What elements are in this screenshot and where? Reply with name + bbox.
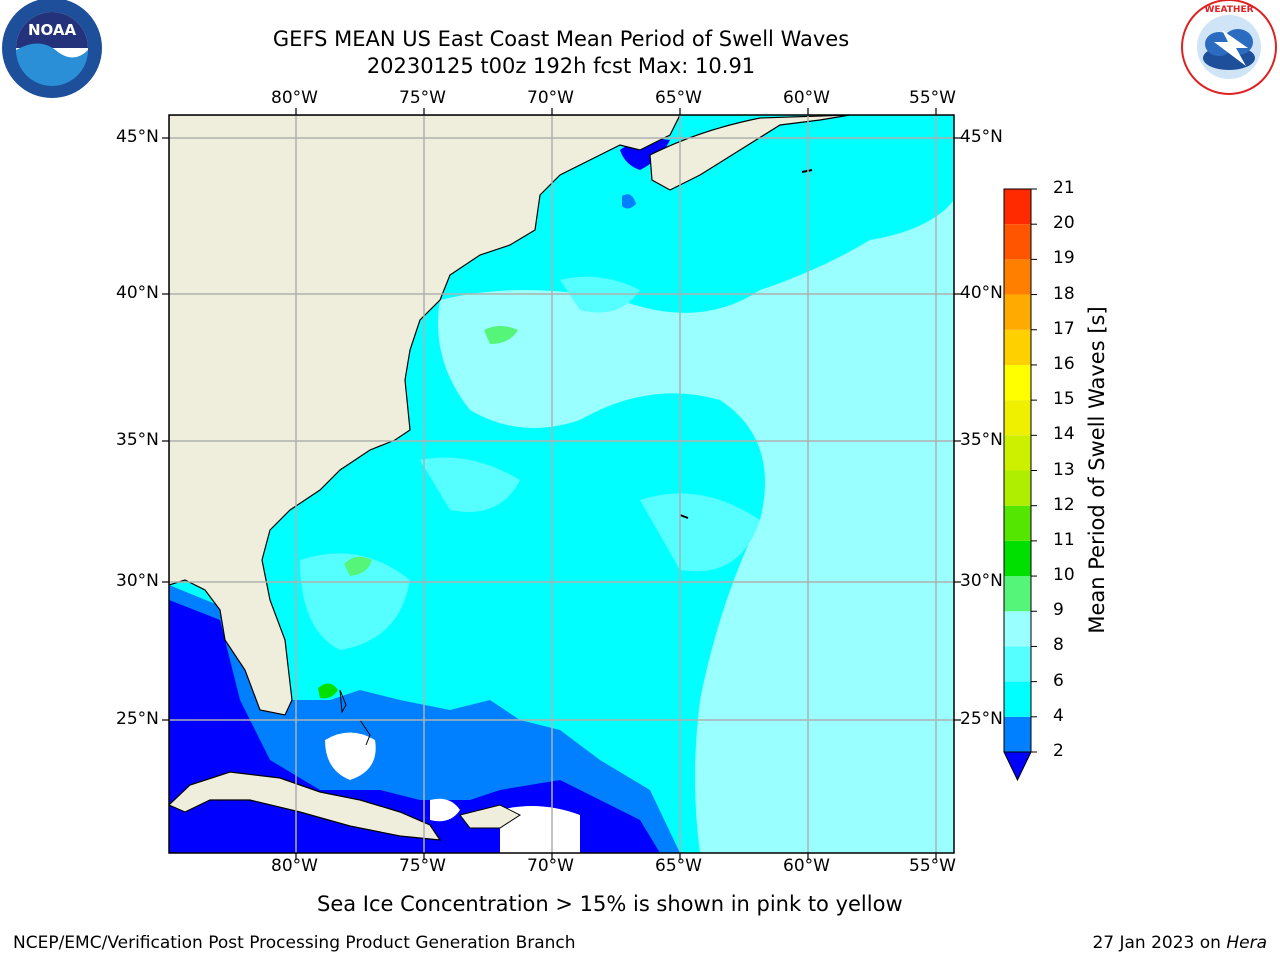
colorbar [1003, 188, 1037, 782]
svg-text:WEATHER: WEATHER [1204, 5, 1253, 15]
colorbar-tick-label: 15 [1053, 389, 1075, 410]
colorbar-tick-label: 4 [1053, 705, 1064, 726]
lat-label-left: 30°N [116, 571, 159, 591]
map-area [169, 115, 954, 853]
colorbar-segment [1004, 294, 1031, 330]
lon-label-top: 75°W [399, 88, 446, 108]
colorbar-tick-label: 19 [1053, 248, 1075, 269]
colorbar-segment [1004, 576, 1031, 612]
lat-label-left: 40°N [116, 283, 159, 303]
lat-label-left: 25°N [116, 709, 159, 729]
lon-label-bottom: 80°W [271, 856, 318, 876]
colorbar-tick-label: 11 [1053, 529, 1075, 550]
footer-date: 27 Jan 2023 on Hera [1092, 933, 1267, 953]
colorbar-tick-label: 16 [1053, 353, 1075, 374]
lat-label-right: 35°N [960, 430, 1003, 450]
footer-credit: NCEP/EMC/Verification Post Processing Pr… [13, 933, 576, 953]
lat-label-right: 40°N [960, 283, 1003, 303]
colorbar-extend-arrow [1003, 751, 1032, 782]
colorbar-tick-label: 9 [1053, 600, 1064, 621]
lon-label-top: 80°W [271, 88, 318, 108]
colorbar-tick-label: 14 [1053, 424, 1075, 445]
colorbar-tick-label: 20 [1053, 213, 1075, 234]
lon-label-bottom: 65°W [655, 856, 702, 876]
colorbar-segment [1004, 611, 1031, 647]
footer-host: Hera [1226, 933, 1267, 953]
axis-ticks [162, 108, 961, 860]
colorbar-segment [1004, 681, 1031, 717]
colorbar-segment [1004, 400, 1031, 436]
lon-label-bottom: 70°W [527, 856, 574, 876]
footer-date-text: 27 Jan 2023 on [1092, 933, 1221, 953]
lon-label-top: 55°W [909, 88, 956, 108]
map-frame [168, 114, 955, 854]
lon-label-top: 60°W [783, 88, 830, 108]
colorbar-segment [1004, 189, 1031, 225]
noaa-logo: NOAA [2, 0, 102, 98]
colorbar-segment [1004, 364, 1031, 401]
colorbar-segment [1004, 470, 1031, 506]
colorbar-tick-label: 13 [1053, 459, 1075, 480]
colorbar-tick-label: 8 [1053, 635, 1064, 656]
colorbar-tick-label: 18 [1053, 283, 1075, 304]
lon-label-top: 65°W [655, 88, 702, 108]
lon-label-bottom: 60°W [783, 856, 830, 876]
colorbar-segment [1004, 329, 1031, 365]
colorbar-segment [1004, 224, 1031, 260]
colorbar-segment [1004, 540, 1031, 577]
map-subtitle: 20230125 t00z 192h fcst Max: 10.91 [366, 54, 756, 78]
lon-label-bottom: 75°W [399, 856, 446, 876]
lat-label-right: 30°N [960, 571, 1003, 591]
colorbar-tick-label: 10 [1053, 565, 1075, 586]
colorbar-title: Mean Period of Swell Waves [s] [1085, 306, 1109, 634]
colorbar-segment [1004, 435, 1031, 471]
swell-region-light-east [796, 360, 954, 853]
noaa-logo-text: NOAA [28, 21, 77, 39]
lat-label-left: 45°N [116, 127, 159, 147]
nws-logo: WEATHER [1181, 0, 1277, 95]
colorbar-tick-label: 6 [1053, 670, 1064, 691]
sea-ice-note: Sea Ice Concentration > 15% is shown in … [317, 892, 903, 916]
colorbar-tick-label: 2 [1053, 741, 1064, 761]
map-title: GEFS MEAN US East Coast Mean Period of S… [272, 27, 850, 51]
colorbar-tick-label: 21 [1053, 178, 1075, 198]
land-cuba [169, 771, 442, 841]
lon-label-bottom: 55°W [909, 856, 956, 876]
lat-label-right: 45°N [960, 127, 1003, 147]
colorbar-segment [1004, 259, 1031, 295]
land-nova-scotia [649, 115, 851, 191]
colorbar-tick-label: 12 [1053, 494, 1075, 515]
graticule [169, 115, 954, 853]
lat-label-right: 25°N [960, 709, 1003, 729]
colorbar-segment [1004, 716, 1031, 752]
lon-label-top: 70°W [527, 88, 574, 108]
colorbar-segment [1004, 646, 1031, 682]
colorbar-segment [1004, 505, 1031, 541]
lat-label-left: 35°N [116, 430, 159, 450]
colorbar-tick-label: 17 [1053, 318, 1075, 339]
